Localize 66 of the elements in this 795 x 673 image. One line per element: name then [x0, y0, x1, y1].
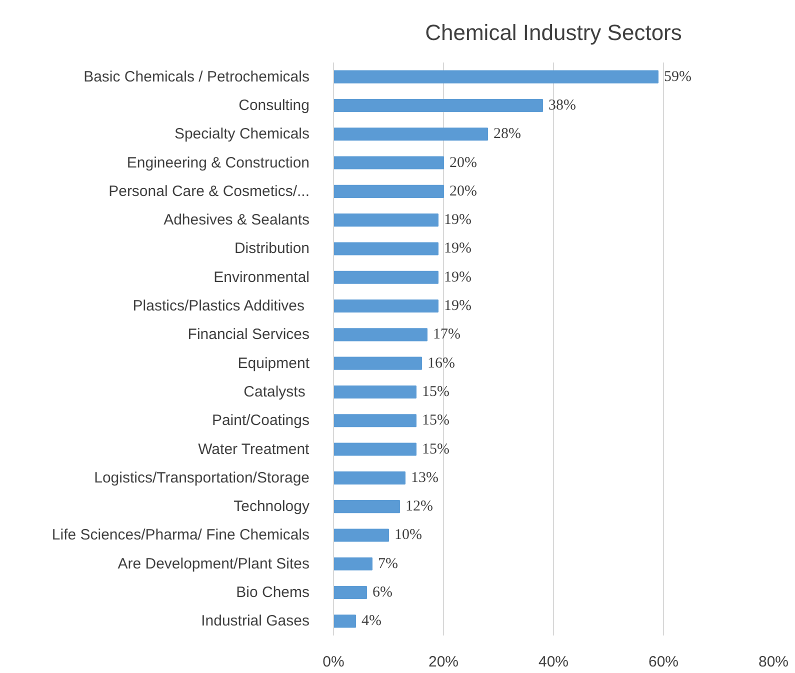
data-label: 12% [406, 498, 433, 515]
data-label: 19% [444, 269, 472, 286]
data-label: 19% [444, 298, 472, 314]
data-label: 6% [372, 584, 392, 601]
y-tick-label: Industrial Gases [201, 612, 310, 630]
data-label: 10% [394, 527, 422, 544]
y-tick-label: Consulting [238, 96, 310, 114]
data-label: 20% [450, 154, 477, 171]
y-tick-label: Catalysts [244, 383, 306, 400]
y-tick-label: Distribution [234, 240, 310, 258]
bar [334, 270, 438, 284]
data-label: 13% [411, 470, 438, 486]
y-tick-label: Engineering & Construction [126, 154, 310, 172]
x-tick-label: 0% [322, 654, 344, 670]
y-tick-label: Water Treatment [198, 440, 310, 458]
data-label: 19% [444, 240, 472, 257]
data-label: 19% [444, 212, 472, 228]
data-label: 28% [494, 126, 521, 142]
data-label: 7% [378, 556, 398, 572]
bar [334, 442, 416, 456]
bar [334, 300, 438, 313]
data-label: 4% [362, 613, 382, 630]
bar [334, 614, 356, 628]
x-tick-label: 80% [758, 654, 789, 670]
data-label: 15% [422, 441, 450, 458]
bar [334, 528, 389, 542]
x-tick-label: 60% [648, 654, 679, 670]
data-label: 38% [548, 97, 576, 114]
bar [334, 557, 372, 570]
y-tick-label: Basic Chemicals / Petrochemicals [84, 68, 310, 86]
bar [334, 586, 367, 600]
bar [334, 128, 488, 141]
y-tick-label: Logistics/Transportation/Storage [94, 469, 310, 486]
y-tick-label: Adhesives & Sealants [164, 212, 310, 229]
data-label: 59% [664, 68, 692, 85]
data-label: 15% [422, 384, 450, 400]
chart-title: Chemical Industry Sectors [425, 20, 682, 45]
data-label: 15% [422, 412, 450, 429]
data-label: 17% [433, 326, 460, 343]
bar [334, 70, 658, 84]
bar [334, 471, 406, 484]
y-tick-label: Personal Care & Cosmetics/... [108, 182, 310, 200]
y-tick-label: Plastics/Plastics Additives [132, 298, 305, 315]
bar [334, 500, 400, 514]
x-tick-label: 40% [538, 654, 569, 670]
bar [334, 184, 444, 198]
y-tick-label: Bio Chems [236, 584, 310, 602]
x-tick-label: 20% [428, 654, 459, 670]
y-tick-label: Technology [234, 498, 310, 516]
bar [334, 328, 428, 342]
y-tick-label: Are Development/Plant Sites [118, 555, 310, 572]
bar [334, 414, 416, 428]
y-tick-label: Environmental [214, 268, 310, 286]
y-tick-label: Financial Services [188, 326, 310, 344]
bar [334, 98, 543, 112]
bar [334, 385, 416, 398]
bar [334, 356, 422, 370]
bar [334, 242, 438, 256]
data-label: 20% [450, 183, 477, 200]
y-tick-label: Equipment [238, 354, 310, 372]
y-tick-label: Life Sciences/Pharma/ Fine Chemicals [52, 526, 310, 544]
data-label: 16% [428, 355, 455, 372]
y-tick-label: Specialty Chemicals [174, 126, 310, 143]
y-tick-label: Paint/Coatings [212, 412, 310, 430]
bar [334, 156, 444, 170]
bar [334, 214, 438, 227]
